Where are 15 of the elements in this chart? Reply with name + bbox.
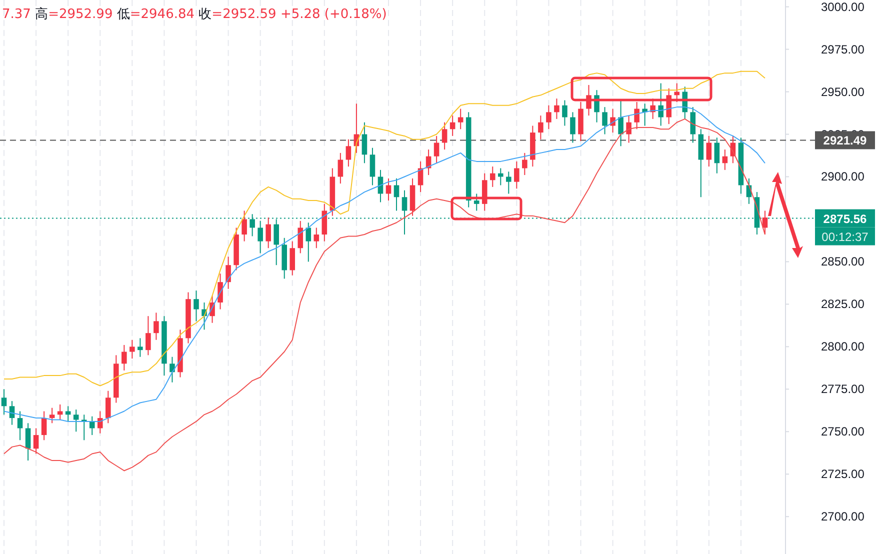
y-tick-label: 2975.00 xyxy=(821,42,865,56)
y-tick-label: 2725.00 xyxy=(821,467,865,482)
y-tick-label: 2825.00 xyxy=(821,297,865,312)
y-tick-label: 2900.00 xyxy=(821,170,865,184)
y-tick-label: 2850.00 xyxy=(821,254,865,269)
y-tick-label: 2800.00 xyxy=(821,340,865,354)
y-tick-label: 2775.00 xyxy=(821,382,865,396)
y-tick-label: 2750.00 xyxy=(821,424,865,439)
y-tick-label: 2950.00 xyxy=(821,84,865,99)
annotation: 7.37 高=2952.99 低=2946.84 收=2952.59 +5.28 (+0.18%) xyxy=(2,6,387,22)
ref-tag: 2921.49 xyxy=(815,131,875,150)
y-tick-label: 2700.00 xyxy=(821,510,865,524)
ref-line-label: 2921.49 xyxy=(823,134,868,148)
ref-line-label: 2875.56 xyxy=(823,212,868,226)
y-tick-label: 3000.00 xyxy=(821,0,865,14)
